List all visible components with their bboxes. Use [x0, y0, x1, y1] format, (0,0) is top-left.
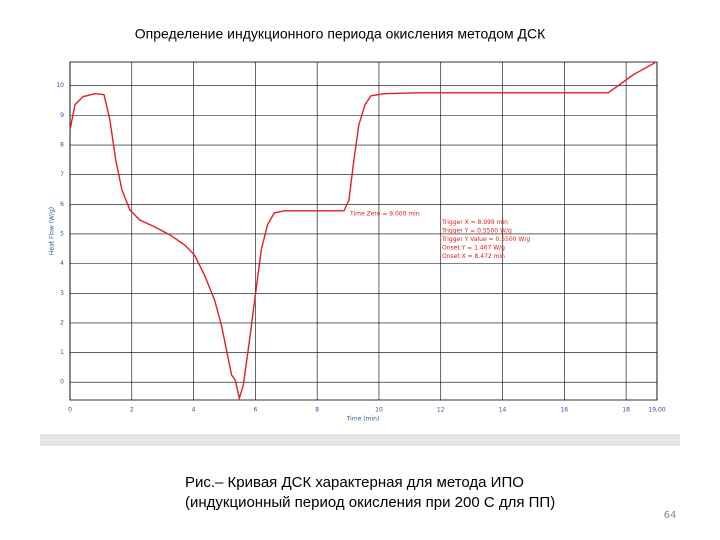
x-tick-label: 12 [437, 407, 445, 414]
y-tick-label: 3 [60, 290, 64, 297]
x-axis-label: Time (min) [346, 416, 380, 423]
annotation: Time Zero = 9.000 min [349, 211, 420, 218]
annotation: Trigger X = 8.999 min [441, 219, 508, 226]
page-number: 64 [664, 510, 677, 521]
status-bar [40, 434, 680, 446]
x-tick-label: 8 [315, 407, 319, 414]
annotation: Onset X = 8.472 min [442, 253, 505, 260]
chart-title: Определение индукционного периода окисле… [135, 26, 546, 42]
x-tick-label: 4 [192, 407, 196, 414]
y-tick-label: 0 [60, 379, 64, 386]
y-tick-label: 7 [60, 171, 64, 178]
x-tick-label: 2 [130, 407, 134, 414]
y-tick-label: 2 [60, 319, 64, 326]
y-tick-label: 4 [60, 260, 64, 267]
annotation: Trigger Y = 0.5500 W/g [441, 228, 512, 235]
y-axis-label: Heat Flow (W/g) [49, 207, 56, 255]
y-tick-label: 9 [60, 112, 64, 119]
y-tick-label: 8 [60, 142, 64, 149]
x-tick-label: 0 [68, 407, 72, 414]
y-tick-label: 5 [60, 230, 64, 237]
caption-line: (индукционный период окисления при 200 С… [185, 494, 555, 511]
annotation: Trigger Y Value = 0.5500 W/g [441, 236, 530, 243]
data-line [69, 61, 656, 401]
x-tick-label: 19,00 [648, 407, 665, 414]
y-tick-label: 6 [60, 201, 64, 208]
x-tick-label: 14 [499, 407, 507, 414]
x-tick-label: 10 [375, 407, 383, 414]
x-tick-label: 6 [253, 407, 257, 414]
x-tick-label: 16 [560, 407, 568, 414]
y-tick-label: 1 [60, 349, 64, 356]
y-tick-label: 10 [56, 82, 64, 89]
screenshot-frame [40, 50, 680, 448]
annotation: Onset Y = 1.467 W/g [442, 245, 505, 252]
x-tick-label: 18 [622, 407, 630, 414]
caption-line: Рис.– Кривая ДСК характерная для метода … [185, 474, 524, 491]
